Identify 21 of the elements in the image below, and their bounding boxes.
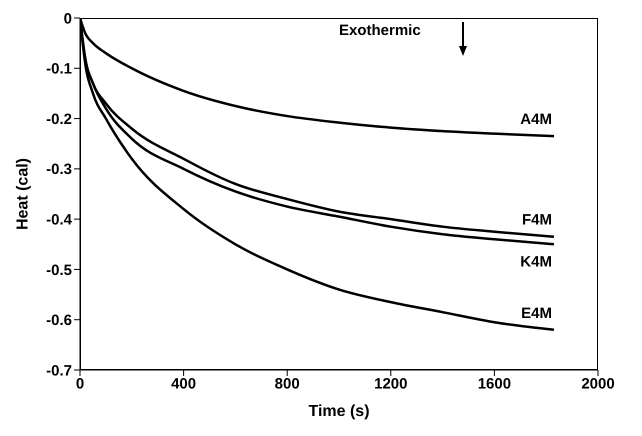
- x-tick-label: 1200: [374, 376, 408, 393]
- x-tick-label: 2000: [581, 376, 615, 393]
- series-label: A4M: [520, 111, 552, 128]
- y-tick-label: -0.5: [46, 262, 72, 279]
- y-tick-label: -0.2: [46, 110, 72, 128]
- x-tick-label: 800: [274, 376, 300, 393]
- y-axis-title: Heat (cal): [14, 158, 32, 230]
- y-tick-label: -0.4: [46, 211, 73, 228]
- y-tick-label: 0: [64, 10, 72, 28]
- series-label: K4M: [520, 253, 552, 270]
- y-tick-label: -0.7: [46, 362, 72, 380]
- x-tick-label: 0: [76, 376, 84, 393]
- y-tick-label: -0.6: [46, 312, 72, 330]
- x-axis-title: Time (s): [308, 403, 370, 420]
- series-label: E4M: [521, 304, 552, 322]
- x-tick-label: 1600: [478, 376, 512, 393]
- y-tick-label: -0.1: [46, 60, 72, 78]
- series-label: F4M: [522, 212, 552, 229]
- x-tick-label: 400: [171, 376, 196, 393]
- y-tick-label: -0.3: [46, 161, 72, 178]
- annotation: Exothermic: [339, 22, 421, 39]
